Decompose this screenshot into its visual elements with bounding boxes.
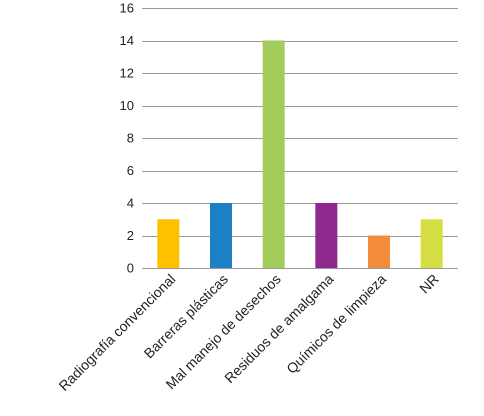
gridlines [142,8,458,269]
y-tick-label-2: 2 [127,228,134,243]
bar-2 [262,40,285,268]
bar-1 [210,203,232,268]
y-axis-tick-labels: 0 2 4 6 8 10 12 14 16 [120,1,134,276]
bar-5 [420,219,443,268]
x-category-label-5: NR [416,271,442,297]
y-tick-label-16: 16 [120,1,134,16]
y-tick-label-10: 10 [120,98,134,113]
y-tick-label-4: 4 [127,196,134,211]
bar-4 [368,235,390,268]
y-tick-label-12: 12 [120,66,134,81]
y-tick-label-14: 14 [120,33,134,48]
x-category-label-4: Químicos de limpieza [283,271,389,377]
y-tick-label-8: 8 [127,131,134,146]
bar-0 [157,219,180,268]
bar-3 [315,203,338,268]
y-tick-label-6: 6 [127,163,134,178]
bars [157,40,443,268]
y-tick-label-0: 0 [127,261,134,276]
